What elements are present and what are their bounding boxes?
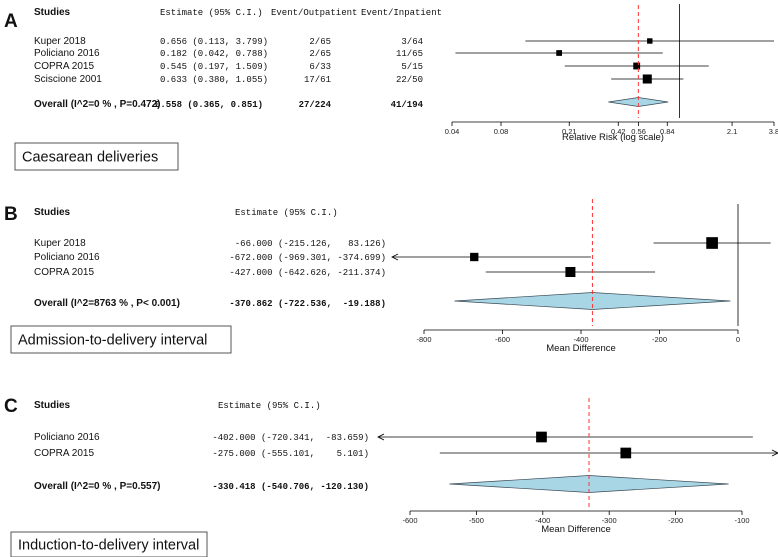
x-tick-label: 3.8 xyxy=(769,127,778,136)
header-estimate: Estimate (95% C.I.) xyxy=(160,8,263,18)
header-event-outpatient: Event/Outpatient xyxy=(271,8,357,18)
x-tick-label: -500 xyxy=(469,516,484,525)
header-estimate: Estimate (95% C.I.) xyxy=(235,208,338,218)
x-tick-label: 0 xyxy=(736,335,740,344)
study-estimate: 0.182 (0.042, 0.788) xyxy=(160,49,268,59)
caption-box xyxy=(10,531,208,557)
study-event-outpatient: 17/61 xyxy=(304,75,331,85)
header-studies: Studies xyxy=(34,7,71,18)
x-tick-label: -400 xyxy=(535,516,550,525)
ci-arrow-left xyxy=(377,433,385,441)
x-tick-label: -200 xyxy=(652,335,667,344)
panel-a: A Studies Estimate (95% C.I.) Event/Outpati… xyxy=(4,4,778,171)
panel-letter: C xyxy=(4,396,18,417)
caption-text: Induction-to-delivery interval xyxy=(18,538,199,554)
x-tick-label: 0.56 xyxy=(631,127,646,136)
overall-estimate: 0.558 (0.365, 0.851) xyxy=(155,100,263,110)
study-name: Kuper 2018 xyxy=(34,36,86,47)
overall-diamond xyxy=(608,97,669,107)
x-tick-label: 0.84 xyxy=(660,127,675,136)
overall-estimate: -330.418 (-540.706, -120.130) xyxy=(212,482,369,492)
x-tick-label: -400 xyxy=(573,335,588,344)
study-estimate: 0.633 (0.380, 1.055) xyxy=(160,75,268,85)
study-event-outpatient: 2/65 xyxy=(309,37,331,47)
header-event-inpatient: Event/Inpatient xyxy=(361,8,442,18)
overall-label: Overall (I^2=8763 % , P< 0.001) xyxy=(34,298,180,309)
x-axis-title: Mean Difference xyxy=(541,524,611,535)
x-tick-label: 0.21 xyxy=(562,127,577,136)
panel-c: C Studies Estimate (95% C.I.) Policiano 201… xyxy=(4,396,778,557)
point-estimate-box xyxy=(556,50,563,56)
point-estimate-box xyxy=(706,237,718,249)
study-event-outpatient: 2/65 xyxy=(309,49,331,59)
x-tick-label: 0.04 xyxy=(445,127,460,136)
x-tick-label: -600 xyxy=(495,335,510,344)
point-estimate-box xyxy=(536,431,547,443)
x-tick-label: -100 xyxy=(734,516,749,525)
point-estimate-box xyxy=(470,252,479,262)
study-name: COPRA 2015 xyxy=(34,61,94,72)
study-event-inpatient: 22/50 xyxy=(396,75,423,85)
overall-label: Overall (I^2=0 % , P=0.557) xyxy=(34,481,160,492)
study-event-outpatient: 6/33 xyxy=(309,62,331,72)
ci-arrow-left xyxy=(391,253,399,261)
overall-estimate: -370.862 (-722.536, -19.188) xyxy=(229,299,386,309)
x-tick-label: 2.1 xyxy=(727,127,737,136)
x-axis-title: Relative Risk (log scale) xyxy=(562,132,664,143)
x-axis-title: Mean Difference xyxy=(546,343,616,354)
overall-event-inpatient: 41/194 xyxy=(391,100,424,110)
x-tick-label: -800 xyxy=(416,335,431,344)
caption-text: Admission-to-delivery interval xyxy=(18,333,207,349)
study-estimate: -427.000 (-642.626, -211.374) xyxy=(229,268,386,278)
study-estimate: -672.000 (-969.301, -374.699) xyxy=(229,253,386,263)
study-estimate: -66.000 (-215.126, 83.126) xyxy=(235,239,386,249)
x-tick-label: -200 xyxy=(668,516,683,525)
point-estimate-box xyxy=(565,267,576,277)
ci-arrow-right xyxy=(771,449,778,457)
caption-box xyxy=(14,142,179,171)
caption-text: Caesarean deliveries xyxy=(22,150,158,166)
point-estimate-box xyxy=(642,74,652,84)
study-name: Policiano 2016 xyxy=(34,432,100,443)
panel-letter: A xyxy=(4,11,18,32)
study-name: Policiano 2016 xyxy=(34,48,100,59)
header-studies: Studies xyxy=(34,400,71,411)
study-name: Sciscione 2001 xyxy=(34,74,102,85)
x-tick-label: -300 xyxy=(602,516,617,525)
study-estimate: 0.545 (0.197, 1.509) xyxy=(160,62,268,72)
overall-event-outpatient: 27/224 xyxy=(299,100,332,110)
study-name: Policiano 2016 xyxy=(34,252,100,263)
x-tick-label: -600 xyxy=(402,516,417,525)
panel-letter: B xyxy=(4,204,18,225)
header-estimate: Estimate (95% C.I.) xyxy=(218,401,321,411)
overall-label: Overall (I^2=0 % , P=0.472) xyxy=(34,99,160,110)
x-tick-label: 0.08 xyxy=(494,127,509,136)
study-event-inpatient: 11/65 xyxy=(396,49,423,59)
study-name: COPRA 2015 xyxy=(34,267,94,278)
point-estimate-box xyxy=(633,62,641,70)
study-name: Kuper 2018 xyxy=(34,238,86,249)
study-estimate: 0.656 (0.113, 3.799) xyxy=(160,37,268,47)
study-estimate: -402.000 (-720.341, -83.659) xyxy=(212,433,369,443)
study-name: COPRA 2015 xyxy=(34,448,94,459)
point-estimate-box xyxy=(647,38,653,44)
header-studies: Studies xyxy=(34,207,71,218)
study-estimate: -275.000 (-555.101, 5.101) xyxy=(212,449,369,459)
panel-b: B Studies Estimate (95% C.I.) Kuper 2018 -66… xyxy=(4,199,771,354)
study-event-inpatient: 5/15 xyxy=(401,62,423,72)
study-event-inpatient: 3/64 xyxy=(401,37,423,47)
caption-box xyxy=(10,325,232,354)
point-estimate-box xyxy=(620,447,632,459)
x-tick-label: 0.42 xyxy=(611,127,626,136)
